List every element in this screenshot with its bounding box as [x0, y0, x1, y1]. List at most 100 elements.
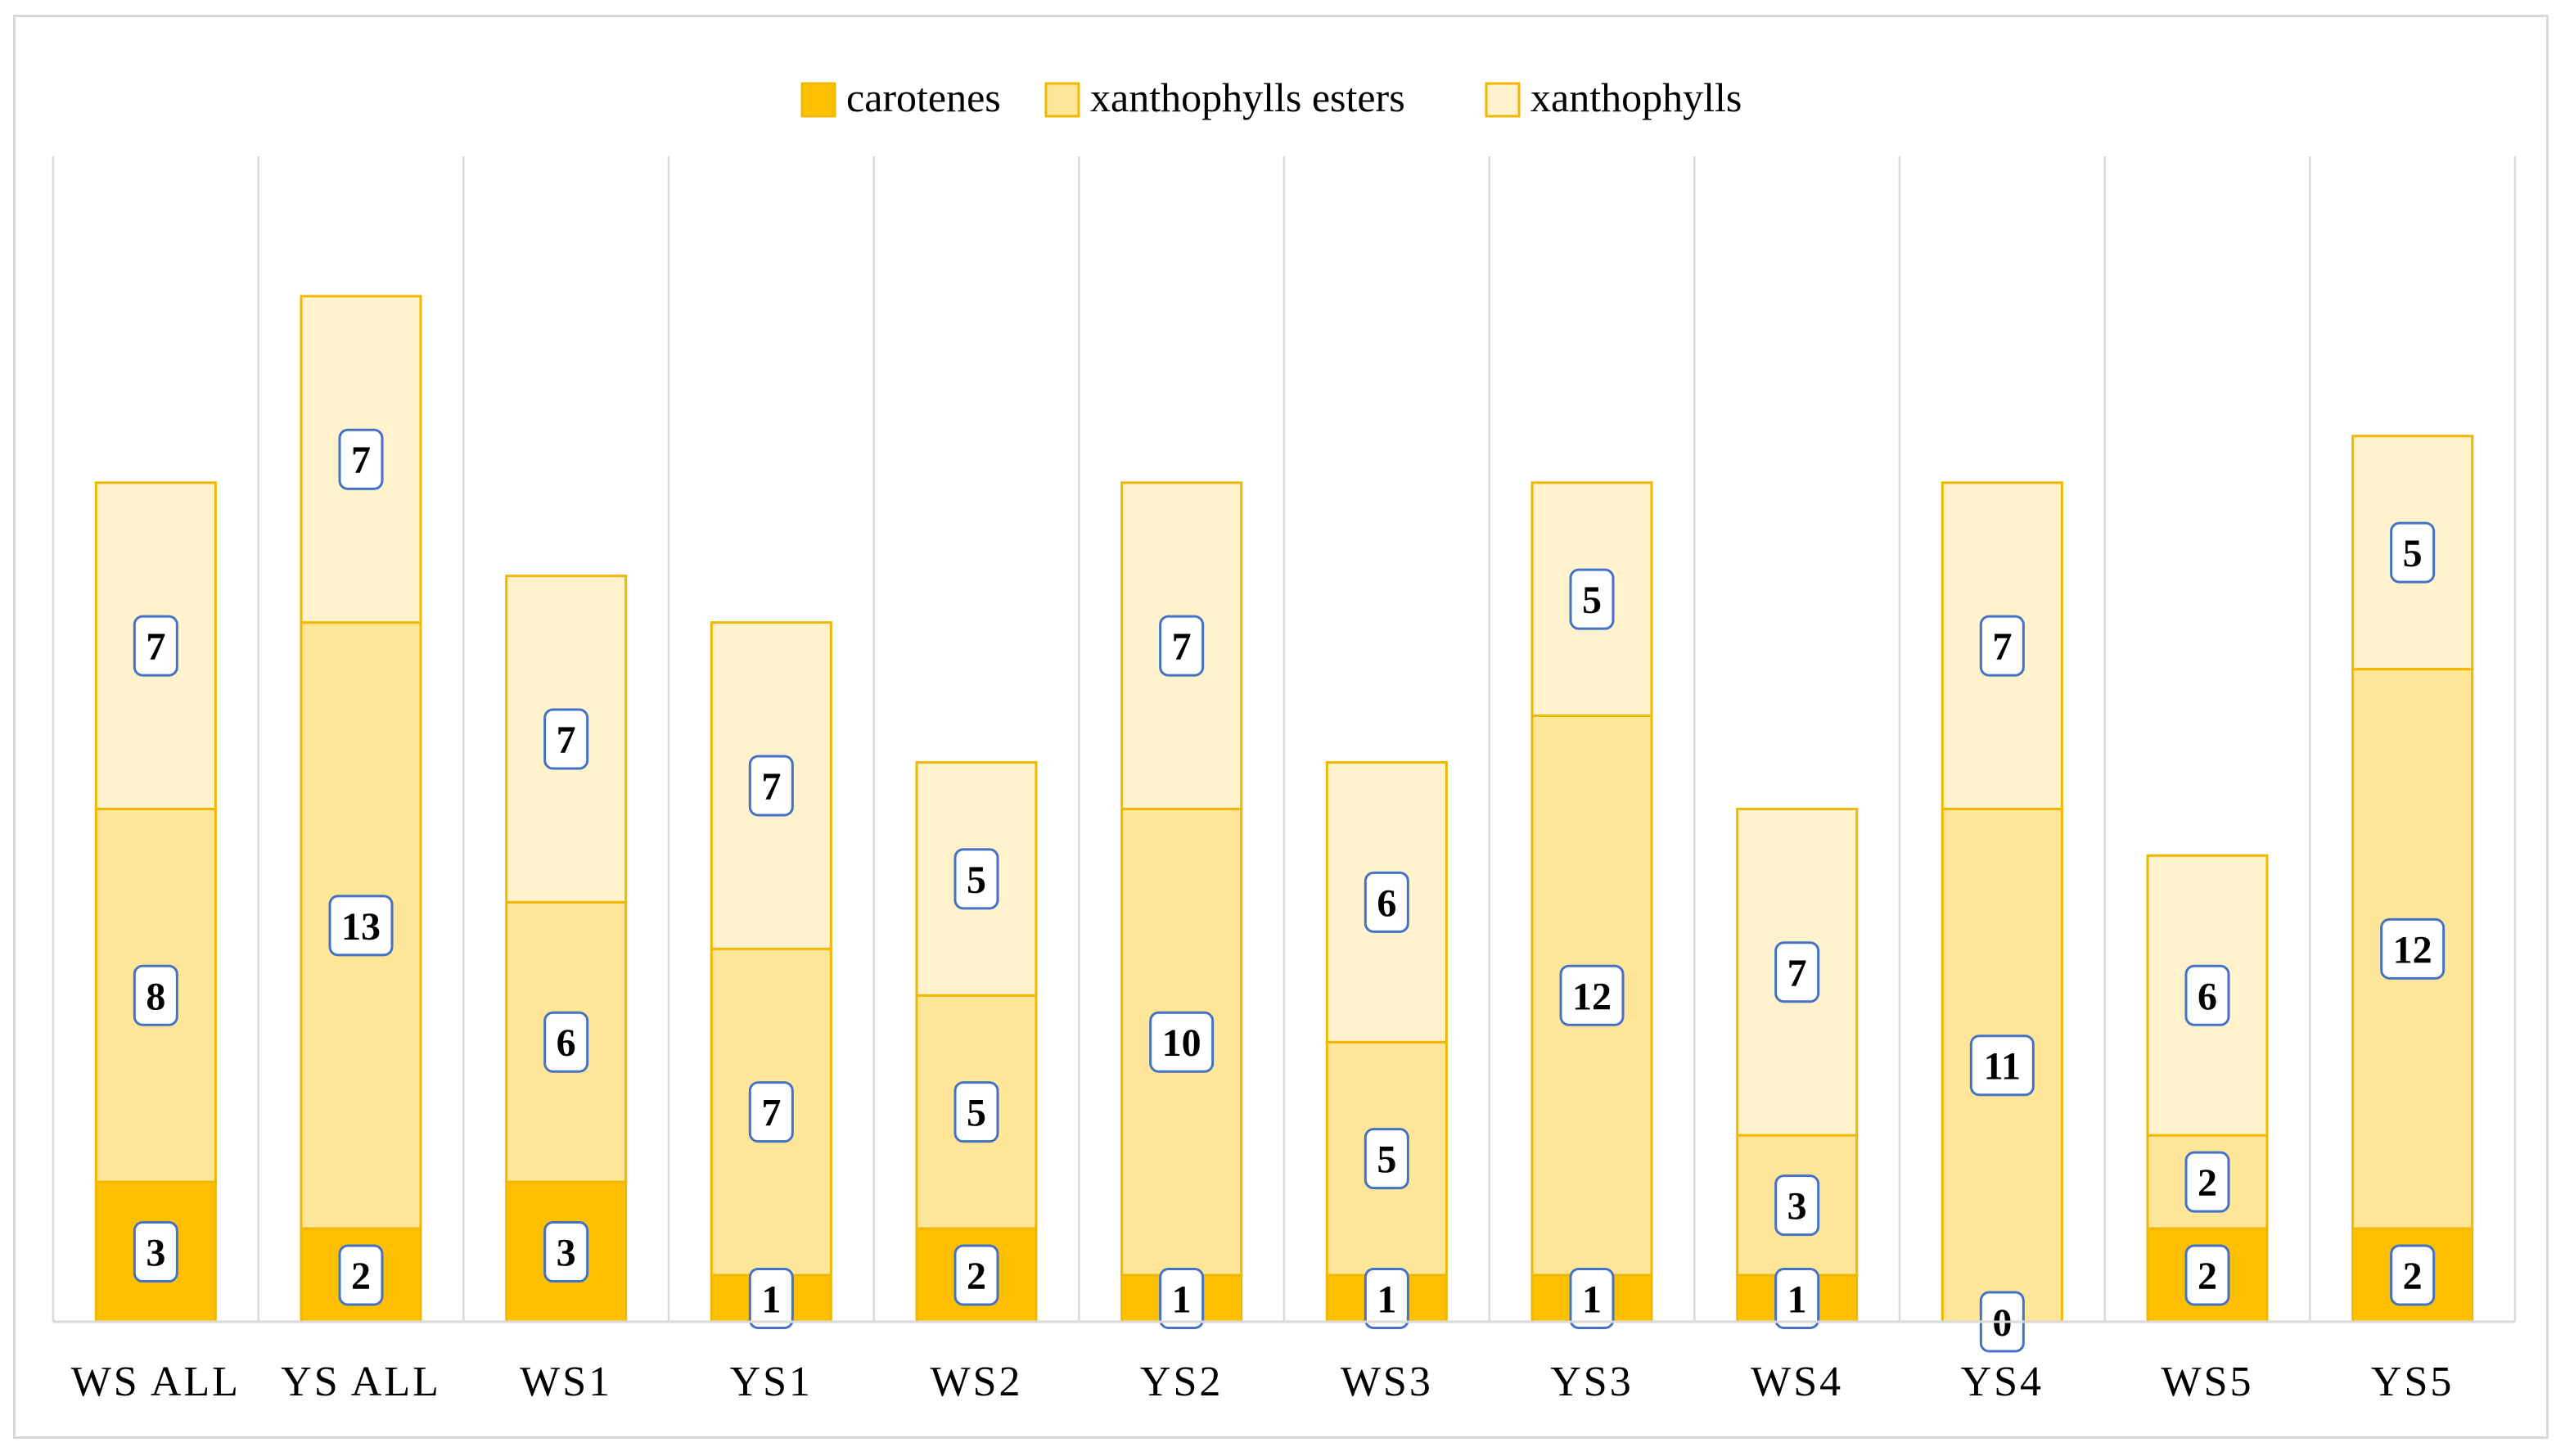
legend-swatch	[1485, 82, 1521, 118]
svg-text:5: 5	[1377, 1138, 1396, 1182]
svg-text:10: 10	[1162, 1021, 1201, 1065]
data-label: 1	[1364, 1268, 1409, 1330]
category-label: YS5	[2371, 1359, 2454, 1405]
data-label: 13	[328, 895, 394, 957]
category-label: WS ALL	[71, 1359, 241, 1405]
data-label: 3	[133, 1221, 178, 1283]
svg-text:2: 2	[2403, 1255, 2423, 1298]
data-label: 5	[953, 848, 999, 910]
svg-text:13: 13	[341, 905, 381, 949]
category-label: YS3	[1550, 1359, 1633, 1405]
svg-text:6: 6	[557, 1021, 576, 1065]
svg-text:7: 7	[557, 719, 576, 762]
svg-text:1: 1	[761, 1278, 781, 1322]
data-label: 1	[748, 1268, 794, 1330]
svg-text:5: 5	[967, 859, 986, 902]
data-label: 7	[748, 1081, 794, 1143]
data-label: 7	[133, 615, 178, 677]
data-label: 8	[133, 964, 178, 1026]
data-label: 7	[748, 755, 794, 817]
svg-text:5: 5	[967, 1092, 986, 1135]
data-label: 2	[2184, 1151, 2230, 1213]
legend-item[interactable]: xanthophylls esters	[1044, 74, 1405, 120]
bar-segment[interactable]	[1941, 481, 2063, 810]
svg-text:6: 6	[2198, 975, 2217, 1018]
data-label: 11	[1969, 1035, 2035, 1097]
data-label: 1	[1569, 1268, 1615, 1330]
data-label: 2	[338, 1244, 384, 1306]
data-label: 6	[2184, 964, 2230, 1026]
svg-text:5: 5	[2403, 532, 2423, 575]
svg-text:7: 7	[761, 1092, 781, 1135]
data-label: 12	[1559, 964, 1625, 1026]
legend-label: xanthophylls esters	[1090, 74, 1405, 120]
legend[interactable]: carotenes xanthophylls esters xanthophylls	[800, 74, 1742, 120]
svg-text:7: 7	[146, 625, 165, 669]
grid-layer	[52, 156, 2517, 1322]
data-label: 5	[2390, 521, 2436, 584]
svg-text:1: 1	[1172, 1278, 1192, 1322]
category-label: YS1	[730, 1359, 813, 1405]
svg-text:3: 3	[1787, 1185, 1807, 1228]
legend-item[interactable]: xanthophylls	[1485, 74, 1742, 120]
data-label: 12	[2380, 917, 2446, 980]
category-label: YS2	[1140, 1359, 1223, 1405]
svg-text:7: 7	[761, 765, 781, 809]
svg-text:6: 6	[1377, 881, 1396, 925]
legend-label: carotenes	[846, 74, 1001, 120]
data-label: 2	[953, 1244, 999, 1306]
data-label: 5	[953, 1081, 999, 1143]
svg-text:12: 12	[2393, 928, 2432, 971]
data-label: 6	[543, 1011, 589, 1073]
data-label: 2	[2184, 1244, 2230, 1306]
data-label: 7	[1774, 941, 1820, 1003]
category-label: WS3	[1341, 1359, 1433, 1405]
svg-text:11: 11	[1984, 1045, 2021, 1089]
data-label: 3	[1774, 1174, 1820, 1237]
svg-text:7: 7	[1787, 952, 1807, 995]
data-label: 2	[2390, 1244, 2436, 1306]
category-label: YS4	[1961, 1359, 2044, 1405]
data-label: 7	[1979, 615, 2025, 677]
svg-text:2: 2	[2198, 1161, 2217, 1205]
legend-swatch	[1044, 82, 1080, 118]
legend-swatch	[800, 82, 836, 118]
category-axis: WS ALL YS ALL WS1 YS1 WS2 YS2 WS3 YS3 WS4 YS4 WS5 Y…	[53, 1320, 2515, 1405]
svg-text:5: 5	[1582, 579, 1602, 622]
svg-text:1: 1	[1787, 1278, 1807, 1322]
data-label: 5	[1569, 568, 1615, 630]
svg-text:2: 2	[967, 1255, 986, 1298]
svg-text:2: 2	[351, 1255, 371, 1298]
category-label: WS4	[1751, 1359, 1843, 1405]
svg-text:3: 3	[146, 1232, 165, 1275]
svg-text:7: 7	[1172, 625, 1192, 669]
data-label: 1	[1774, 1268, 1820, 1330]
bar-segment[interactable]	[300, 621, 422, 1230]
svg-text:1: 1	[1582, 1278, 1602, 1322]
data-labels-layer: 3872137367177255110715611251370117226212…	[133, 428, 2446, 1353]
stacked-bar-chart: 3872137367177255110715611251370117226212…	[52, 74, 2517, 1405]
data-label: 5	[1364, 1128, 1409, 1190]
legend-item[interactable]: carotenes	[800, 74, 1001, 120]
category-label: WS2	[931, 1359, 1023, 1405]
svg-text:7: 7	[351, 439, 371, 482]
data-label: 7	[543, 708, 589, 770]
data-label: 7	[1159, 615, 1205, 677]
data-label: 10	[1149, 1011, 1215, 1073]
svg-text:7: 7	[1992, 625, 2012, 669]
svg-text:12: 12	[1572, 975, 1612, 1018]
category-label: WS5	[2162, 1359, 2254, 1405]
data-label: 7	[338, 428, 384, 490]
bar-segment[interactable]	[710, 621, 832, 950]
data-label: 1	[1159, 1268, 1205, 1330]
data-label: 3	[543, 1221, 589, 1283]
svg-text:1: 1	[1377, 1278, 1396, 1322]
data-label: 6	[1364, 871, 1409, 933]
legend-label: xanthophylls	[1530, 74, 1742, 120]
category-label: WS1	[520, 1359, 612, 1405]
svg-text:3: 3	[557, 1232, 576, 1275]
svg-text:2: 2	[2198, 1255, 2217, 1298]
svg-text:8: 8	[146, 975, 165, 1018]
category-label: YS ALL	[281, 1359, 441, 1405]
chart-frame: 3872137367177255110715611251370117226212…	[13, 15, 2549, 1439]
